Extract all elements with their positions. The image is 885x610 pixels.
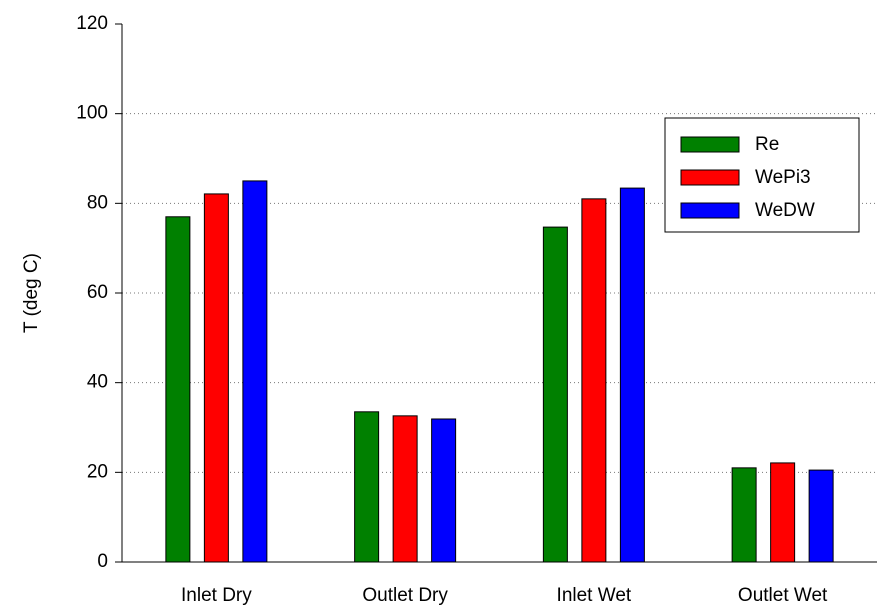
bar xyxy=(203,193,229,563)
y-tick-label: 80 xyxy=(87,192,108,213)
bar xyxy=(542,226,568,563)
legend-label: WeDW xyxy=(755,200,815,221)
legend-swatch xyxy=(680,136,740,153)
y-tick-label: 20 xyxy=(87,461,108,482)
y-tick-label: 120 xyxy=(76,13,108,34)
bar xyxy=(731,467,757,563)
bar xyxy=(392,415,418,563)
bar xyxy=(619,187,645,563)
x-tick-label: Outlet Wet xyxy=(738,585,828,606)
x-tick-label: Outlet Dry xyxy=(362,585,448,606)
y-tick-label: 40 xyxy=(87,372,108,393)
bar xyxy=(431,418,457,563)
y-tick-label: 0 xyxy=(97,551,108,572)
x-tick-label: Inlet Dry xyxy=(181,585,252,606)
x-tick-label: Inlet Wet xyxy=(557,585,632,606)
legend-label: WePi3 xyxy=(755,167,811,188)
bar xyxy=(770,462,796,563)
y-tick-label: 60 xyxy=(87,282,108,303)
legend-swatch xyxy=(680,169,740,186)
legend-label: Re xyxy=(755,134,779,155)
y-axis-label: T (deg C) xyxy=(21,253,42,333)
bar xyxy=(581,198,607,563)
bar xyxy=(354,411,380,563)
bar xyxy=(165,216,191,563)
bar xyxy=(242,180,268,563)
bar xyxy=(808,469,834,563)
y-tick-label: 100 xyxy=(76,103,108,124)
legend-swatch xyxy=(680,202,740,219)
